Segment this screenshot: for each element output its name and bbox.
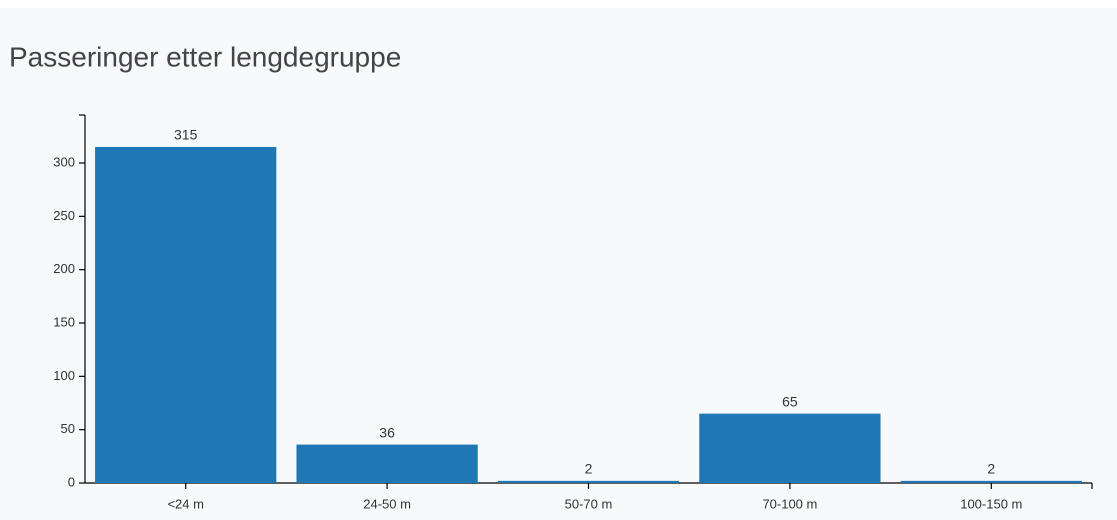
y-tick-label: 300: [53, 154, 75, 169]
x-tick-label: 50-70 m: [565, 496, 613, 511]
x-tick-label: <24 m: [167, 496, 204, 511]
x-tick-label: 24-50 m: [363, 496, 411, 511]
y-tick-label: 0: [68, 474, 75, 489]
y-tick-label: 50: [61, 421, 75, 436]
x-tick-label: 100-150 m: [960, 496, 1022, 511]
bar: [497, 480, 680, 483]
chart-title: Passeringer etter lengdegruppe: [9, 41, 401, 72]
y-tick-label: 100: [53, 368, 75, 383]
y-tick-label: 200: [53, 261, 75, 276]
x-tick-label: 70-100 m: [762, 496, 817, 511]
bar: [296, 444, 478, 483]
bar: [900, 480, 1082, 483]
bar: [699, 413, 881, 483]
data-label: 2: [987, 461, 995, 477]
data-label: 36: [379, 424, 395, 440]
data-label: 2: [585, 461, 593, 477]
data-label: 315: [174, 127, 198, 143]
y-tick-label: 250: [53, 208, 75, 223]
y-tick-label: 150: [53, 314, 75, 329]
data-label: 65: [782, 393, 798, 409]
bar: [95, 147, 277, 483]
